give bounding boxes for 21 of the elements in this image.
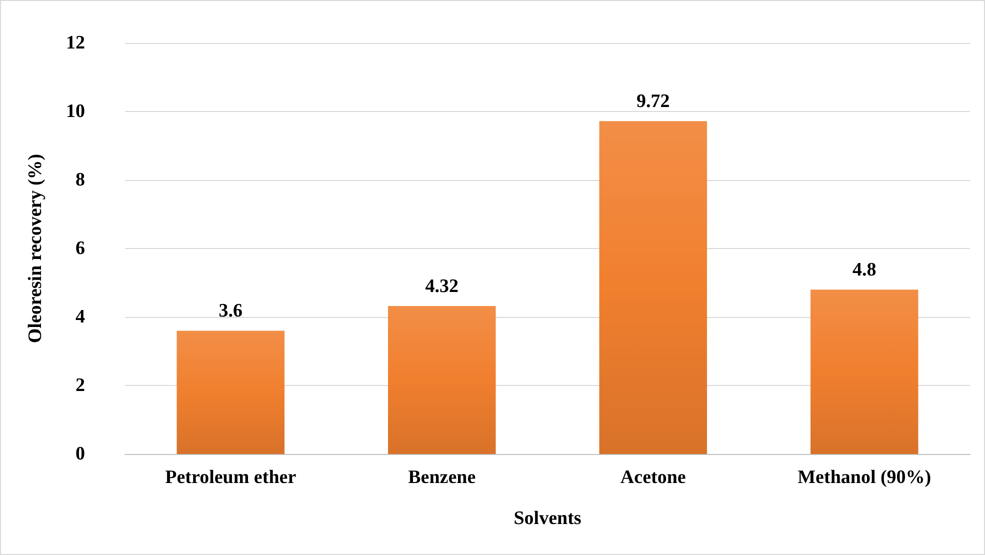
bar [810, 290, 918, 454]
x-tick-label: Methanol (90%) [798, 467, 932, 488]
bar [599, 121, 707, 454]
data-label: 3.6 [218, 300, 242, 322]
x-tick-label: Acetone [620, 467, 686, 488]
y-tick-label: 2 [76, 375, 85, 396]
y-tick-label: 8 [76, 170, 85, 190]
x-axis-title: Solvents [514, 508, 582, 529]
data-label: 9.72 [636, 91, 670, 112]
y-axis-title: Oleoresin recovery (%) [25, 154, 46, 344]
bar [176, 330, 284, 454]
y-tick-label: 10 [66, 101, 85, 122]
y-tick-label: 6 [76, 238, 85, 259]
y-tick-label: 12 [66, 32, 85, 54]
x-tick-label: Petroleum ether [165, 467, 297, 488]
data-label: 4.8 [852, 260, 876, 281]
data-label: 4.32 [425, 276, 458, 298]
y-tick-label: 4 [76, 306, 86, 328]
bar [388, 306, 496, 454]
x-tick-label: Benzene [408, 467, 476, 488]
y-tick-label: 0 [76, 444, 85, 464]
